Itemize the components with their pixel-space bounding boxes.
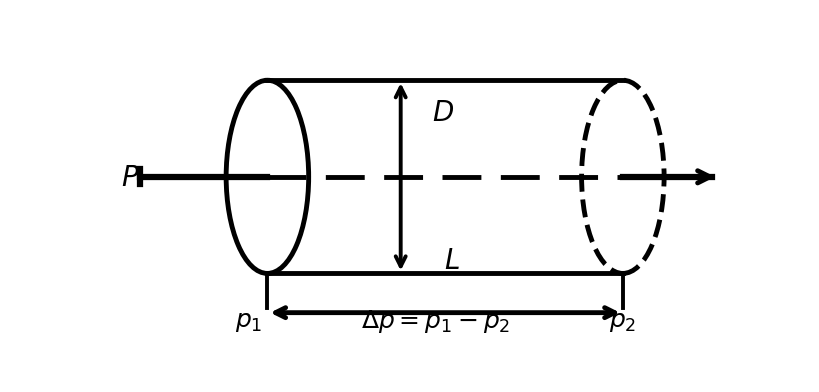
Text: $\Delta p = p_1 - p_2$: $\Delta p = p_1 - p_2$: [361, 308, 510, 335]
Text: $\mathit{L}$: $\mathit{L}$: [444, 247, 459, 275]
Text: $\mathit{D}$: $\mathit{D}$: [432, 100, 455, 127]
Text: $\mathit{P}$: $\mathit{P}$: [121, 164, 140, 192]
Text: $p_2$: $p_2$: [609, 310, 636, 334]
Text: $p_1$: $p_1$: [234, 310, 262, 334]
